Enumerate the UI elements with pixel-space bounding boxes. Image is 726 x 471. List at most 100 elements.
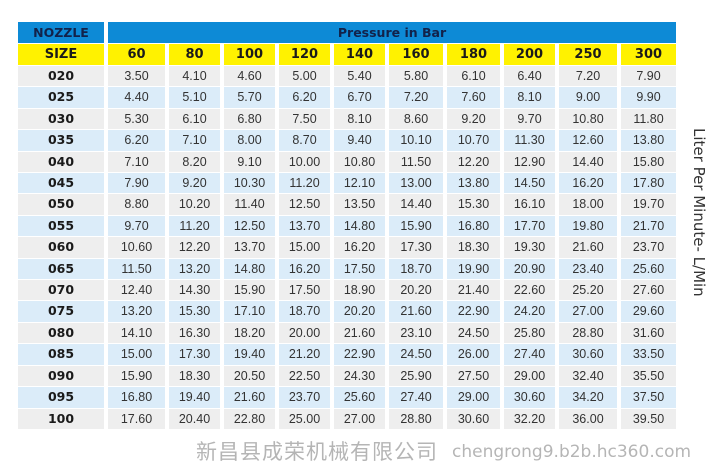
flow-value: 15.00 — [108, 344, 165, 365]
flow-rate-table: NOZZLE Pressure in Bar SIZE 60 80 100 120 14… — [14, 21, 680, 430]
flow-value: 7.10 — [169, 130, 220, 151]
flow-value: 25.90 — [389, 365, 443, 387]
flow-value: 37.50 — [621, 387, 676, 408]
flow-value: 16.80 — [108, 387, 165, 408]
nozzle-size: 065 — [18, 258, 104, 280]
flow-value: 14.40 — [389, 194, 443, 215]
flow-value: 15.30 — [447, 194, 500, 215]
flow-value: 9.00 — [559, 87, 617, 108]
flow-value: 19.30 — [504, 237, 555, 258]
flow-value: 20.00 — [279, 322, 330, 344]
pressure-header-120: 120 — [279, 44, 330, 65]
flow-value: 14.80 — [224, 258, 275, 280]
nozzle-size: 085 — [18, 344, 104, 365]
flow-value: 4.40 — [108, 87, 165, 108]
nozzle-size: 035 — [18, 130, 104, 151]
flow-value: 6.20 — [108, 130, 165, 151]
flow-value: 22.90 — [447, 301, 500, 322]
flow-value: 14.80 — [334, 215, 385, 237]
flow-value: 25.60 — [334, 387, 385, 408]
flow-value: 11.50 — [108, 258, 165, 280]
flow-value: 30.60 — [447, 408, 500, 429]
table-row: 085 15.00 17.30 19.40 21.20 22.90 24.50 26.00 27… — [18, 344, 676, 365]
flow-value: 11.80 — [621, 108, 676, 130]
flow-value: 18.30 — [447, 237, 500, 258]
flow-value: 27.40 — [389, 387, 443, 408]
flow-value: 4.10 — [169, 66, 220, 87]
flow-value: 24.50 — [447, 322, 500, 344]
flow-value: 12.40 — [108, 280, 165, 301]
flow-value: 10.60 — [108, 237, 165, 258]
flow-value: 18.20 — [224, 322, 275, 344]
flow-value: 20.20 — [334, 301, 385, 322]
flow-value: 20.50 — [224, 365, 275, 387]
table-row: 035 6.20 7.10 8.00 8.70 9.40 10.10 10.70 11.30 12… — [18, 130, 676, 151]
flow-value: 8.70 — [279, 130, 330, 151]
unit-label: Liter Per Minute- L/Min — [690, 128, 708, 297]
nozzle-size: 025 — [18, 87, 104, 108]
flow-value: 30.60 — [504, 387, 555, 408]
flow-value: 16.80 — [447, 215, 500, 237]
flow-value: 29.00 — [504, 365, 555, 387]
nozzle-size: 080 — [18, 322, 104, 344]
flow-value: 21.60 — [224, 387, 275, 408]
flow-value: 17.10 — [224, 301, 275, 322]
table-row: 070 12.40 14.30 15.90 17.50 18.90 20.20 21.40 22… — [18, 280, 676, 301]
flow-value: 13.20 — [108, 301, 165, 322]
nozzle-size: 030 — [18, 108, 104, 130]
flow-value: 7.20 — [389, 87, 443, 108]
flow-value: 15.80 — [621, 151, 676, 173]
table-row: 090 15.90 18.30 20.50 22.50 24.30 25.90 27.50 29… — [18, 365, 676, 387]
nozzle-size: 060 — [18, 237, 104, 258]
flow-value: 6.80 — [224, 108, 275, 130]
flow-value: 10.70 — [447, 130, 500, 151]
flow-value: 3.50 — [108, 66, 165, 87]
nozzle-size: 100 — [18, 408, 104, 429]
flow-value: 23.70 — [279, 387, 330, 408]
flow-value: 10.10 — [389, 130, 443, 151]
flow-value: 32.40 — [559, 365, 617, 387]
flow-value: 13.50 — [334, 194, 385, 215]
flow-value: 15.90 — [108, 365, 165, 387]
nozzle-size: 090 — [18, 365, 104, 387]
pressure-header-250: 250 — [559, 44, 617, 65]
flow-value: 5.40 — [334, 66, 385, 87]
flow-value: 23.10 — [389, 322, 443, 344]
flow-value: 18.70 — [279, 301, 330, 322]
table-row: 075 13.20 15.30 17.10 18.70 20.20 21.60 22.90 24… — [18, 301, 676, 322]
flow-value: 32.20 — [504, 408, 555, 429]
table-row: 025 4.40 5.10 5.70 6.20 6.70 7.20 7.60 8.10 9.00 9… — [18, 87, 676, 108]
flow-value: 35.50 — [621, 365, 676, 387]
flow-value: 21.20 — [279, 344, 330, 365]
flow-value: 7.50 — [279, 108, 330, 130]
flow-value: 14.30 — [169, 280, 220, 301]
flow-value: 17.70 — [504, 215, 555, 237]
flow-value: 16.10 — [504, 194, 555, 215]
flow-value: 18.30 — [169, 365, 220, 387]
flow-value: 5.00 — [279, 66, 330, 87]
flow-value: 31.60 — [621, 322, 676, 344]
flow-value: 4.60 — [224, 66, 275, 87]
flow-value: 11.50 — [389, 151, 443, 173]
pressure-header-200: 200 — [504, 44, 555, 65]
nozzle-size: 095 — [18, 387, 104, 408]
nozzle-size: 045 — [18, 173, 104, 194]
flow-value: 39.50 — [621, 408, 676, 429]
flow-value: 11.20 — [279, 173, 330, 194]
flow-value: 9.20 — [447, 108, 500, 130]
flow-value: 16.20 — [559, 173, 617, 194]
flow-value: 21.70 — [621, 215, 676, 237]
watermark-url: chengrong9.b2b.hc360.com — [452, 442, 692, 462]
flow-value: 15.90 — [389, 215, 443, 237]
flow-value: 12.10 — [334, 173, 385, 194]
table-row: 095 16.80 19.40 21.60 23.70 25.60 27.40 29.00 30… — [18, 387, 676, 408]
flow-value: 27.00 — [559, 301, 617, 322]
table-row: 065 11.50 13.20 14.80 16.20 17.50 18.70 19.90 20… — [18, 258, 676, 280]
table-row: 040 7.10 8.20 9.10 10.00 10.80 11.50 12.20 12.90… — [18, 151, 676, 173]
flow-value: 6.40 — [504, 66, 555, 87]
flow-value: 22.50 — [279, 365, 330, 387]
flow-value: 5.30 — [108, 108, 165, 130]
pressure-title: Pressure in Bar — [108, 22, 676, 43]
size-header: SIZE — [18, 44, 104, 65]
flow-value: 22.80 — [224, 408, 275, 429]
